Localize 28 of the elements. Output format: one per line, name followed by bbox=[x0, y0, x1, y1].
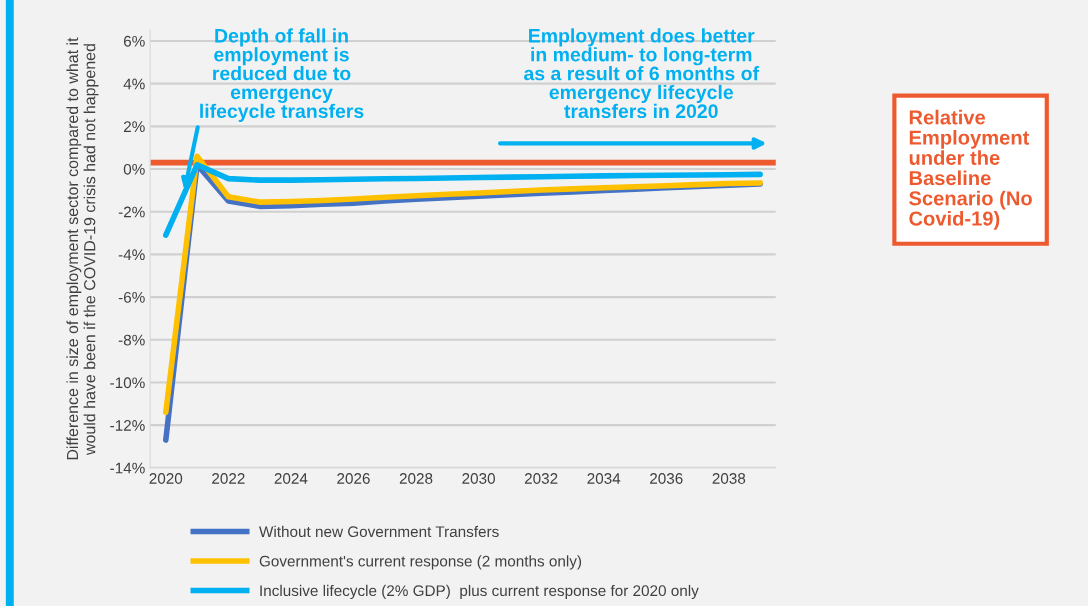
y-tick-label: -2% bbox=[118, 206, 145, 218]
y-tick-label: -8% bbox=[118, 334, 145, 346]
x-tick-label: 2028 bbox=[399, 473, 433, 484]
annotation: Employment does better in medium- to long-term as a result of 6 months of emergency lifecycle transfers in 2020 bbox=[524, 28, 760, 119]
x-tick-label: 2032 bbox=[524, 473, 558, 484]
x-tick-label: 2038 bbox=[712, 473, 746, 484]
y-tick-label: -12% bbox=[110, 420, 145, 431]
y-tick-label: 6% bbox=[123, 35, 145, 47]
y-tick-label: -14% bbox=[110, 462, 145, 474]
y-tick-label: -6% bbox=[118, 291, 145, 303]
y-tick-label: 0% bbox=[123, 163, 145, 175]
ref-line-label: Relative Employment under the Baseline Scenario (No Covid-19) bbox=[909, 109, 1032, 230]
x-tick-label: 2024 bbox=[274, 473, 308, 484]
annotation: Depth of fall in employment is reduced due to emergency lifecycle transfers bbox=[200, 28, 364, 122]
y-tick-label: -4% bbox=[118, 249, 145, 261]
y-tick-label: 4% bbox=[123, 78, 145, 90]
legend-label: Inclusive lifecycle (2% GDP) plus current response for 2020 only bbox=[260, 584, 699, 600]
x-tick-label: 2036 bbox=[650, 473, 683, 484]
x-tick-label: 2034 bbox=[587, 473, 621, 484]
legend-label: Government's current response (2 months only) bbox=[259, 555, 582, 570]
x-tick-label: 2026 bbox=[337, 473, 370, 484]
legend-label: Without new Government Transfers bbox=[259, 525, 499, 538]
x-tick-label: 2020 bbox=[149, 473, 183, 484]
y-tick-label: -10% bbox=[110, 377, 145, 389]
x-tick-label: 2022 bbox=[212, 473, 245, 484]
y-tick-label: 2% bbox=[123, 121, 145, 132]
y-axis-title: Difference in size of employment sector compared to what it would have been if the COVID-19 crisis had not happened bbox=[66, 37, 99, 460]
x-tick-label: 2030 bbox=[462, 473, 495, 484]
